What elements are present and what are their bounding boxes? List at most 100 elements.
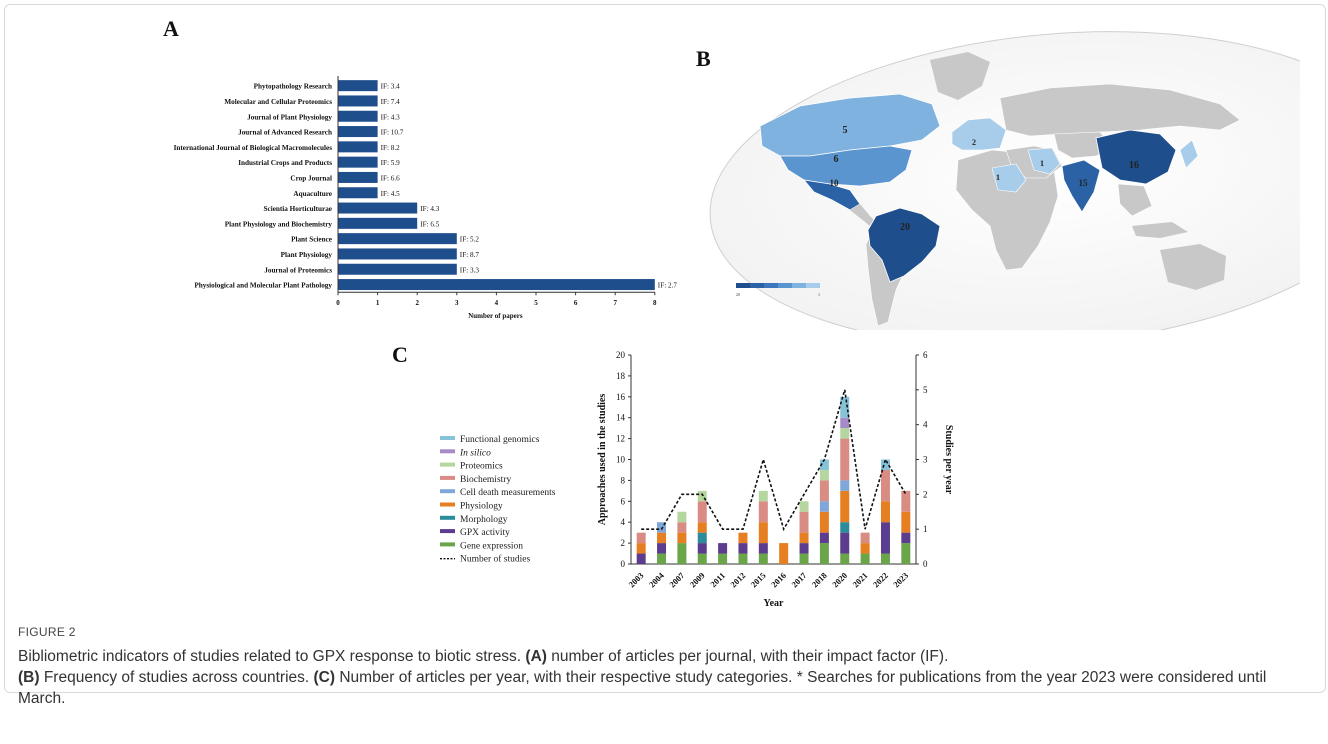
x-tick-label: 2021 <box>850 570 869 589</box>
panel-b-letter: B <box>696 46 711 71</box>
y-tick-label: 20 <box>616 350 626 360</box>
stacked-bar-segment <box>880 501 890 523</box>
journal-bar <box>338 95 378 107</box>
x-tick-label: 2023 <box>891 570 910 589</box>
impact-factor-label: IF: 5.9 <box>381 159 401 167</box>
y2-tick-label: 2 <box>923 489 928 499</box>
stacked-bar-segment <box>697 501 707 523</box>
impact-factor-label: IF: 10.7 <box>381 129 404 137</box>
x-tick-label: 7 <box>613 299 617 307</box>
map-label-saudi: 1 <box>996 173 1000 182</box>
stacked-bar-segment <box>697 522 707 533</box>
stacked-bar-segment <box>758 490 768 502</box>
map-central-america <box>850 204 878 226</box>
stacked-bar-segment <box>840 438 850 481</box>
legend-swatch <box>440 489 455 494</box>
impact-factor-label: IF: 6.6 <box>381 174 401 182</box>
journal-label: Phytopathology Research <box>254 83 332 91</box>
impact-factor-label: IF: 4.3 <box>420 205 440 213</box>
map-australia <box>1160 244 1226 290</box>
stacked-bar-segment <box>840 553 850 564</box>
map-se-asia <box>1117 183 1153 217</box>
x-tick-label: 1 <box>376 299 380 307</box>
y-tick-label: 0 <box>621 559 626 569</box>
map-china <box>1095 129 1177 185</box>
stacked-bar-segment <box>901 543 911 564</box>
stacked-bar-segment <box>901 511 911 533</box>
stacked-bar-segment <box>657 543 667 554</box>
stacked-bar-segment <box>860 532 870 544</box>
journal-bar <box>338 233 457 245</box>
y2-tick-label: 6 <box>923 350 928 360</box>
stacked-bar-segment <box>758 553 768 564</box>
y2-tick-label: 0 <box>923 559 928 569</box>
stacked-bar-segment <box>718 543 728 554</box>
x-tick-label: 2020 <box>830 570 849 589</box>
journal-label: Crop Journal <box>290 174 332 182</box>
stacked-bar-segment <box>799 543 809 554</box>
figure-label: FIGURE 2 <box>18 625 76 639</box>
stacked-bar-segment <box>677 543 687 564</box>
stacked-bar-segment <box>697 532 707 544</box>
stacked-bar-segment <box>840 428 850 439</box>
x-tick-label: 2009 <box>688 570 707 589</box>
country-map: 5 6 10 20 16 15 1 1 2 20 1 <box>709 31 1300 330</box>
journal-bar <box>338 80 378 92</box>
map-label-usa: 6 <box>834 154 839 165</box>
impact-factor-label: IF: 6.5 <box>420 220 440 228</box>
map-legend-max: 1 <box>818 292 820 297</box>
stacked-bar-segment <box>738 543 748 554</box>
journal-bar <box>338 187 378 199</box>
stacked-bar-segment <box>819 469 829 481</box>
legend-swatch <box>440 515 455 520</box>
y-tick-label: 8 <box>621 475 626 485</box>
journal-bar <box>338 171 378 183</box>
legend-label: Physiology <box>460 502 503 512</box>
legend-label: Biochemistry <box>460 475 511 485</box>
legend-label: Proteomics <box>460 462 503 472</box>
journal-label: Physiological and Molecular Plant Pathol… <box>194 282 332 290</box>
panel-a-letter: A <box>163 16 179 41</box>
stacked-bar-segment <box>799 501 809 512</box>
map-india <box>1061 159 1101 213</box>
stacked-bar-segment <box>718 553 728 564</box>
y2-tick-label: 1 <box>923 524 928 534</box>
map-legend: 20 1 <box>736 283 820 297</box>
stacked-bar-segment <box>880 553 890 564</box>
y-tick-label: 16 <box>616 392 626 402</box>
stacked-bar-segment <box>799 532 809 544</box>
impact-factor-label: IF: 2.7 <box>658 282 678 290</box>
journal-bar-chart: Phytopathology Research IF: 3.4 Molecular … <box>174 76 678 320</box>
journal-label: Scientia Horticulturae <box>264 205 332 213</box>
map-label-china: 16 <box>1129 160 1139 171</box>
stacked-bar-segment <box>880 459 890 470</box>
y-tick-label: 12 <box>616 434 625 444</box>
impact-factor-label: IF: 5.2 <box>460 236 480 244</box>
x-tick-label: 2015 <box>749 570 768 589</box>
y-tick-label: 10 <box>616 455 626 465</box>
x-tick-label: 4 <box>495 299 499 307</box>
x-tick-label: 0 <box>336 299 340 307</box>
journal-bar <box>338 217 418 229</box>
x-tick-label: 2011 <box>708 570 727 589</box>
y-tick-label: 4 <box>621 517 626 527</box>
figure-caption: Bibliometric indicators of studies relat… <box>18 646 1308 709</box>
legend-label: Gene expression <box>460 541 523 551</box>
stacked-bar-segment <box>758 543 768 554</box>
map-greenland <box>930 52 990 100</box>
stacked-bar-segment <box>657 553 667 564</box>
journal-label: Journal of Proteomics <box>264 266 332 274</box>
legend-label: In silico <box>459 448 491 458</box>
stacked-bar-segment <box>636 543 646 554</box>
x-tick-label: 8 <box>653 299 657 307</box>
y-tick-label: 2 <box>621 538 626 548</box>
x-tick-label: 2016 <box>769 570 788 589</box>
stacked-bar-segment <box>901 490 911 512</box>
stacked-bar-segment <box>636 553 646 564</box>
stacked-bar-segment <box>657 532 667 544</box>
caption-b-text: Frequency of studies across countries. <box>39 669 314 686</box>
legend-label: Cell death measurements <box>460 488 556 498</box>
map-label-canada: 5 <box>843 125 848 136</box>
stacked-bar-segment <box>819 511 829 533</box>
legend-swatch <box>440 475 455 480</box>
